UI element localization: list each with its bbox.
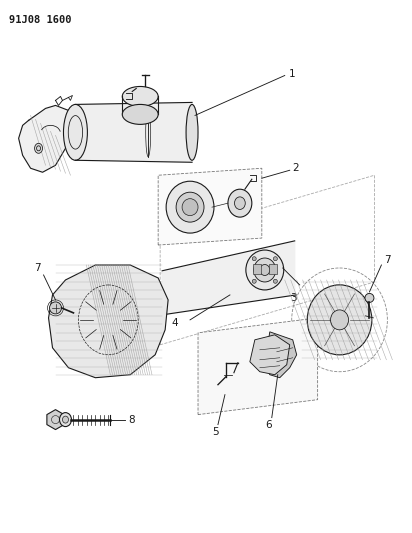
Ellipse shape [254, 258, 276, 282]
Ellipse shape [59, 413, 71, 426]
Ellipse shape [186, 104, 198, 160]
Ellipse shape [182, 199, 198, 216]
Ellipse shape [274, 279, 277, 283]
Ellipse shape [274, 257, 277, 261]
Text: 91J08 1600: 91J08 1600 [9, 15, 71, 25]
Ellipse shape [260, 264, 270, 276]
Text: 1: 1 [289, 69, 295, 78]
Ellipse shape [252, 279, 256, 283]
Text: 4: 4 [171, 318, 178, 328]
Text: 2: 2 [293, 163, 300, 173]
Polygon shape [250, 335, 290, 375]
Text: 7: 7 [35, 263, 41, 273]
Ellipse shape [246, 250, 284, 290]
Ellipse shape [307, 285, 372, 355]
Text: 5: 5 [212, 426, 219, 437]
Ellipse shape [35, 143, 42, 154]
Ellipse shape [63, 104, 87, 160]
Bar [269, 264, 277, 274]
Ellipse shape [122, 86, 158, 107]
Text: 6: 6 [265, 419, 272, 430]
Polygon shape [75, 102, 192, 162]
Ellipse shape [365, 294, 374, 302]
Ellipse shape [63, 416, 68, 423]
Polygon shape [19, 106, 73, 172]
Polygon shape [158, 168, 262, 245]
Ellipse shape [234, 197, 245, 209]
Ellipse shape [252, 257, 256, 261]
Polygon shape [47, 410, 64, 430]
Ellipse shape [228, 189, 252, 217]
Bar [253, 264, 261, 274]
Polygon shape [265, 332, 297, 378]
Text: 3: 3 [290, 293, 296, 303]
Ellipse shape [122, 104, 158, 124]
Text: 7: 7 [384, 255, 391, 265]
Polygon shape [198, 318, 318, 415]
Ellipse shape [176, 192, 204, 222]
Ellipse shape [49, 302, 61, 314]
Ellipse shape [166, 181, 214, 233]
Ellipse shape [330, 310, 349, 330]
Polygon shape [49, 265, 168, 378]
Polygon shape [162, 241, 295, 315]
Text: 8: 8 [128, 415, 135, 425]
